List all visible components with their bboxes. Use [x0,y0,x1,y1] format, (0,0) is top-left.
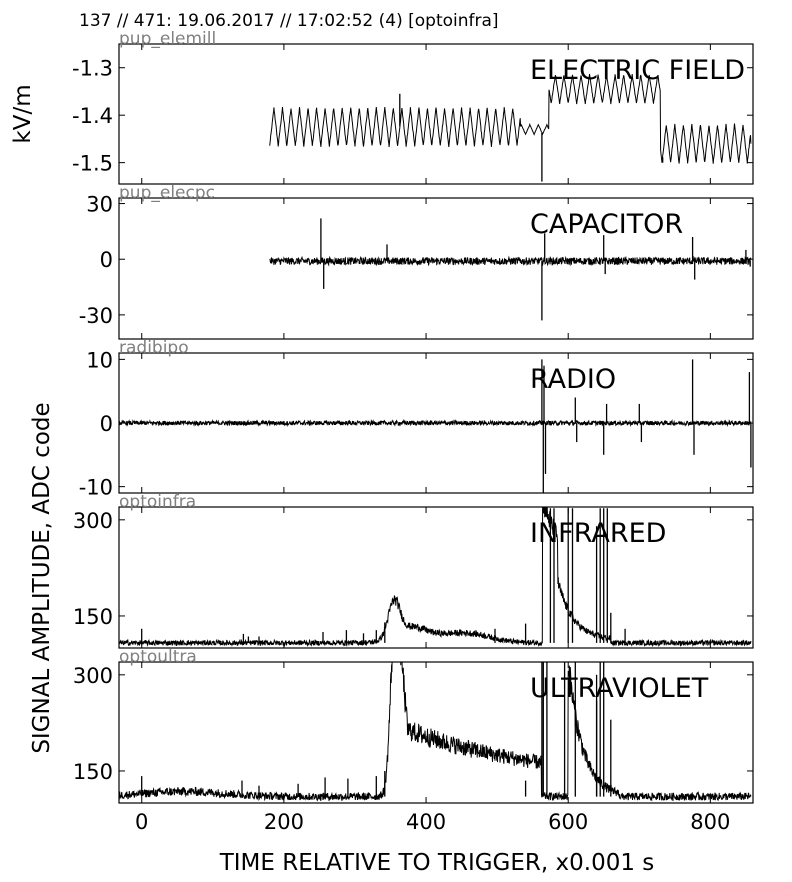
ytick-label-pup_elecpc-1: 0 [100,248,113,272]
panel-label-pup_elemill: ELECTRIC FIELD [530,55,745,86]
channel-name-optoinfra: optoinfra [119,492,196,512]
series-pup_elecpc [269,255,752,267]
panel-label-pup_elecpc: CAPACITOR [530,209,683,240]
panel-label-radibipo: RADIO [530,364,616,395]
panel-radibipo: 10 0 -10 radibipo RADIO [79,338,754,500]
panel-pup_elecpc: 30 0 -30 pup_elecpc CAPACITOR [79,183,754,340]
xtick-label-3: 600 [548,810,588,834]
ytick-label-pup_elemill-1: -1.4 [72,104,113,128]
ytick-label-pup_elecpc-0: 30 [86,193,113,217]
channel-name-radibipo: radibipo [119,338,189,358]
xtick-label-0: 0 [135,810,148,834]
ylabel-pup_elemill: kV/m [10,84,36,143]
axes-frame-optoultra [118,661,754,804]
xtick-label-4: 800 [690,810,730,834]
ytick-label-optoinfra-1: 150 [73,605,113,629]
series-optoinfra [119,507,752,648]
axes-frame-pup_elemill [118,43,754,185]
panel-label-optoinfra: INFRARED [530,518,666,549]
shared-y-axis-label: SIGNAL AMPLITUDE, ADC code [29,402,55,753]
ytick-label-radibipo-2: -10 [79,476,113,500]
ytick-label-optoinfra-0: 300 [73,509,113,533]
chart-panels: -1.3 -1.4 -1.5 pup_elemill ELECTRIC FIELD kV/… [10,29,754,804]
panel-label-optoultra: ULTRAVIOLET [530,673,709,704]
channel-name-pup_elemill: pup_elemill [119,29,216,49]
ytick-label-pup_elemill-2: -1.5 [72,152,113,176]
x-tick-labels: 0 200 400 600 800 [135,810,730,834]
ytick-label-optoultra-0: 300 [73,664,113,688]
ytick-label-radibipo-1: 0 [100,412,113,436]
ytick-label-radibipo-0: 10 [86,348,113,372]
ytick-label-pup_elemill-0: -1.3 [72,57,113,81]
x-axis-label: TIME RELATIVE TO TRIGGER, x0.001 s [219,850,655,876]
figure-header: 137 // 471: 19.06.2017 // 17:02:52 (4) [… [79,11,499,31]
series-pup_elemill [269,73,752,164]
panel-optoultra: 300 150 optoultra ULTRAVIOLET [73,647,754,804]
channel-name-optoultra: optoultra [119,647,197,667]
xtick-label-2: 400 [406,810,446,834]
ytick-label-optoultra-1: 150 [73,760,113,784]
axes-frame-optoinfra [118,506,754,649]
panel-optoinfra: 300 150 optoinfra INFRARED [73,492,754,649]
panel-pup_elemill: -1.3 -1.4 -1.5 pup_elemill ELECTRIC FIELD kV/… [10,29,754,185]
series-optoultra [119,662,752,802]
series-radibipo [119,418,752,428]
channel-name-pup_elecpc: pup_elecpc [119,183,215,203]
axes-frame-pup_elecpc [118,197,754,340]
ytick-label-pup_elecpc-2: -30 [79,304,113,328]
xtick-label-1: 200 [264,810,304,834]
